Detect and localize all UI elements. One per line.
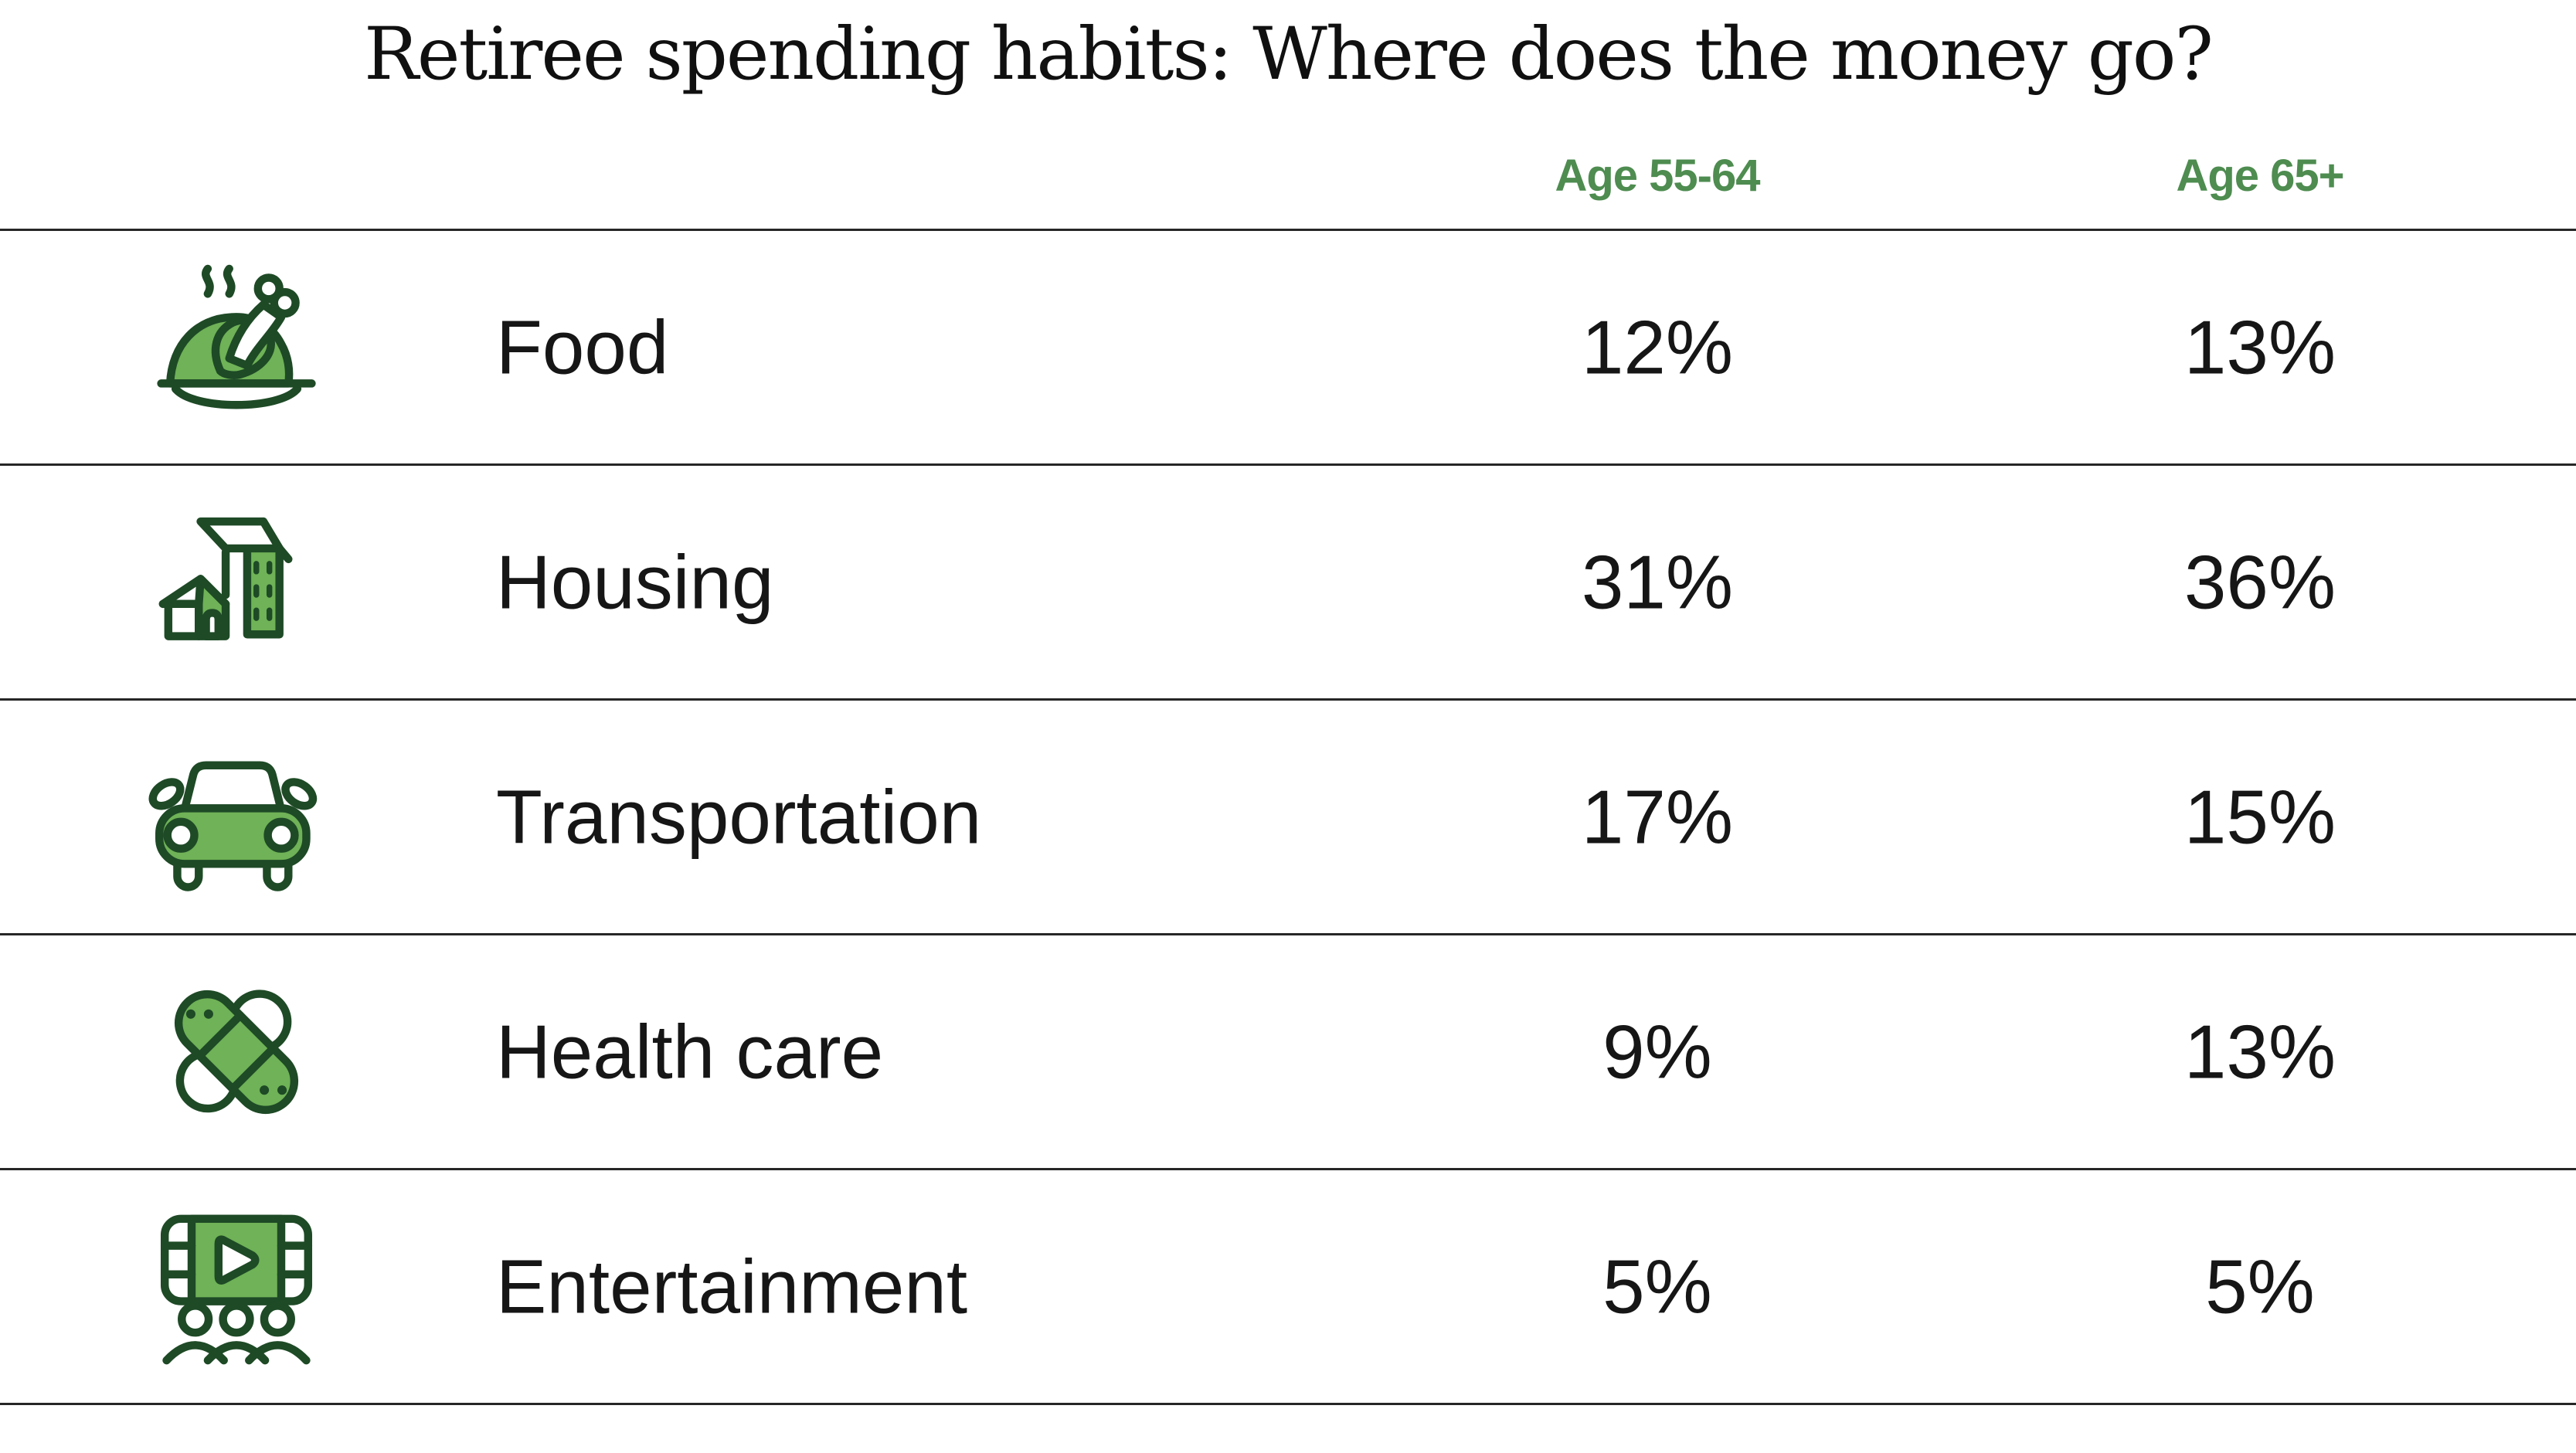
value-age-65-plus: 15%: [2183, 774, 2336, 859]
value-age-55-64: 17%: [1581, 774, 1734, 859]
value-age-65-plus: 13%: [2183, 1009, 2336, 1094]
table-row-health-care: Health care 9% 13%: [0, 933, 2576, 1168]
buildings-icon: [147, 493, 326, 672]
category-label: Transportation: [496, 774, 982, 859]
column-header-age-55-64: Age 55-64: [1555, 151, 1760, 201]
table-row-entertainment: Entertainment 5% 5%: [0, 1168, 2576, 1403]
car-icon: [147, 728, 326, 907]
value-age-65-plus: 13%: [2183, 304, 2336, 389]
value-age-55-64: 9%: [1602, 1009, 1712, 1094]
table-row-housing: Housing 31% 36%: [0, 463, 2576, 698]
category-label: Housing: [496, 539, 774, 624]
value-age-55-64: 12%: [1581, 304, 1734, 389]
bandage-icon: [147, 962, 326, 1142]
category-label: Health care: [496, 1009, 884, 1094]
value-age-55-64: 5%: [1602, 1244, 1712, 1329]
category-label: Entertainment: [496, 1244, 968, 1329]
turkey-dinner-icon: [147, 258, 326, 437]
table-row-food: Food 12% 13%: [0, 229, 2576, 463]
spending-table: Food 12% 13%: [0, 229, 2576, 1405]
category-label: Food: [496, 304, 669, 389]
value-age-65-plus: 5%: [2205, 1244, 2315, 1329]
movie-audience-icon: [147, 1197, 326, 1377]
value-age-65-plus: 36%: [2183, 539, 2336, 624]
table-row-transportation: Transportation 17% 15%: [0, 698, 2576, 933]
value-age-55-64: 31%: [1581, 539, 1734, 624]
page-title: Retiree spending habits: Where does the …: [364, 12, 2214, 97]
column-header-age-65-plus: Age 65+: [2176, 151, 2344, 201]
